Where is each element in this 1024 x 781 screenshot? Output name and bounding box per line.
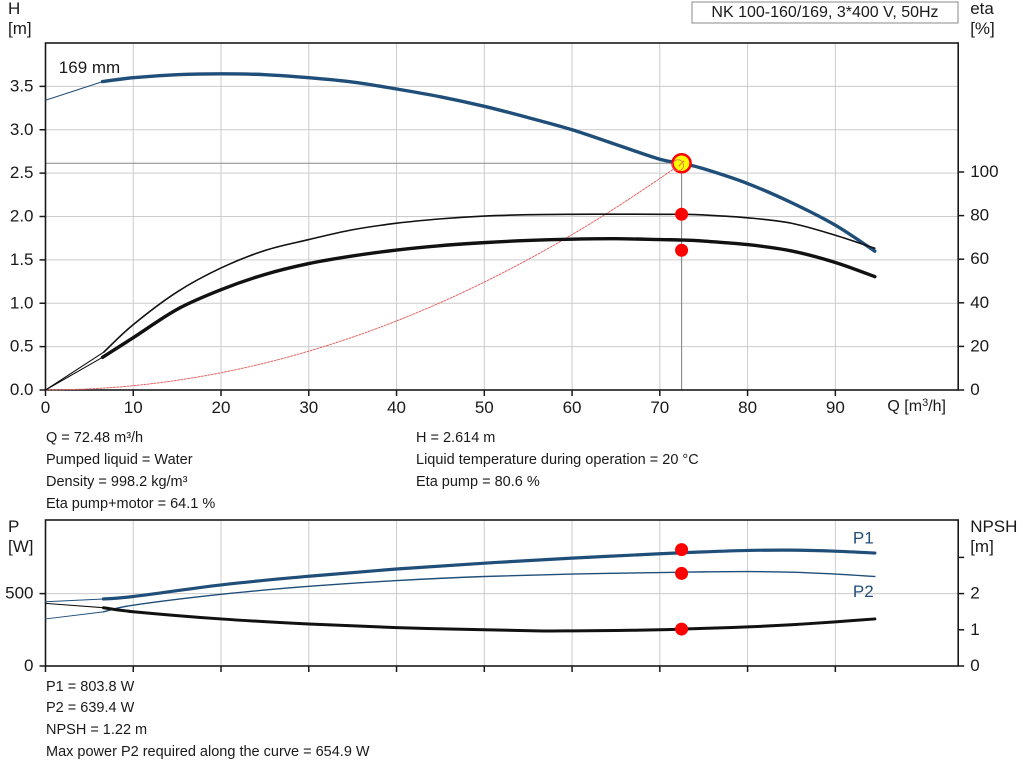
svg-text:1.5: 1.5 (10, 250, 34, 269)
svg-text:70: 70 (650, 398, 669, 417)
svg-text:NPSH: NPSH (970, 517, 1017, 536)
svg-text:50: 50 (475, 398, 494, 417)
svg-text:1.0: 1.0 (10, 293, 34, 312)
svg-text:80: 80 (970, 206, 989, 225)
svg-text:0: 0 (24, 656, 33, 675)
svg-text:0: 0 (41, 398, 50, 417)
svg-text:NK 100-160/169, 3*400 V, 50Hz: NK 100-160/169, 3*400 V, 50Hz (711, 4, 938, 21)
svg-text:0.5: 0.5 (10, 337, 34, 356)
svg-text:0: 0 (970, 656, 979, 675)
svg-text:3.0: 3.0 (10, 120, 34, 139)
svg-text:H: H (8, 0, 20, 18)
svg-text:[%]: [%] (970, 19, 995, 38)
svg-text:90: 90 (826, 398, 845, 417)
svg-text:169 mm: 169 mm (59, 58, 120, 77)
svg-text:0.0: 0.0 (10, 380, 34, 399)
svg-text:P: P (8, 517, 19, 536)
svg-text:0: 0 (970, 380, 979, 399)
svg-text:eta: eta (970, 0, 994, 18)
svg-text:1: 1 (970, 620, 979, 639)
svg-text:60: 60 (563, 398, 582, 417)
svg-text:20: 20 (970, 336, 989, 355)
svg-text:40: 40 (387, 398, 406, 417)
svg-text:100: 100 (970, 162, 998, 181)
svg-text:P1: P1 (853, 529, 874, 548)
svg-text:P2: P2 (853, 582, 874, 601)
svg-text:[m]: [m] (8, 19, 32, 38)
svg-text:2.0: 2.0 (10, 207, 34, 226)
svg-text:3.5: 3.5 (10, 76, 34, 95)
svg-text:[m]: [m] (970, 537, 994, 556)
svg-text:2: 2 (970, 584, 979, 603)
svg-text:30: 30 (299, 398, 318, 417)
svg-text:20: 20 (212, 398, 231, 417)
svg-text:40: 40 (970, 293, 989, 312)
svg-text:Q [m3/h]: Q [m3/h] (887, 397, 946, 415)
svg-text:60: 60 (970, 249, 989, 268)
svg-text:10: 10 (124, 398, 143, 417)
svg-text:80: 80 (738, 398, 757, 417)
svg-text:2.5: 2.5 (10, 163, 34, 182)
svg-text:500: 500 (5, 584, 33, 603)
svg-text:[W]: [W] (8, 537, 34, 556)
